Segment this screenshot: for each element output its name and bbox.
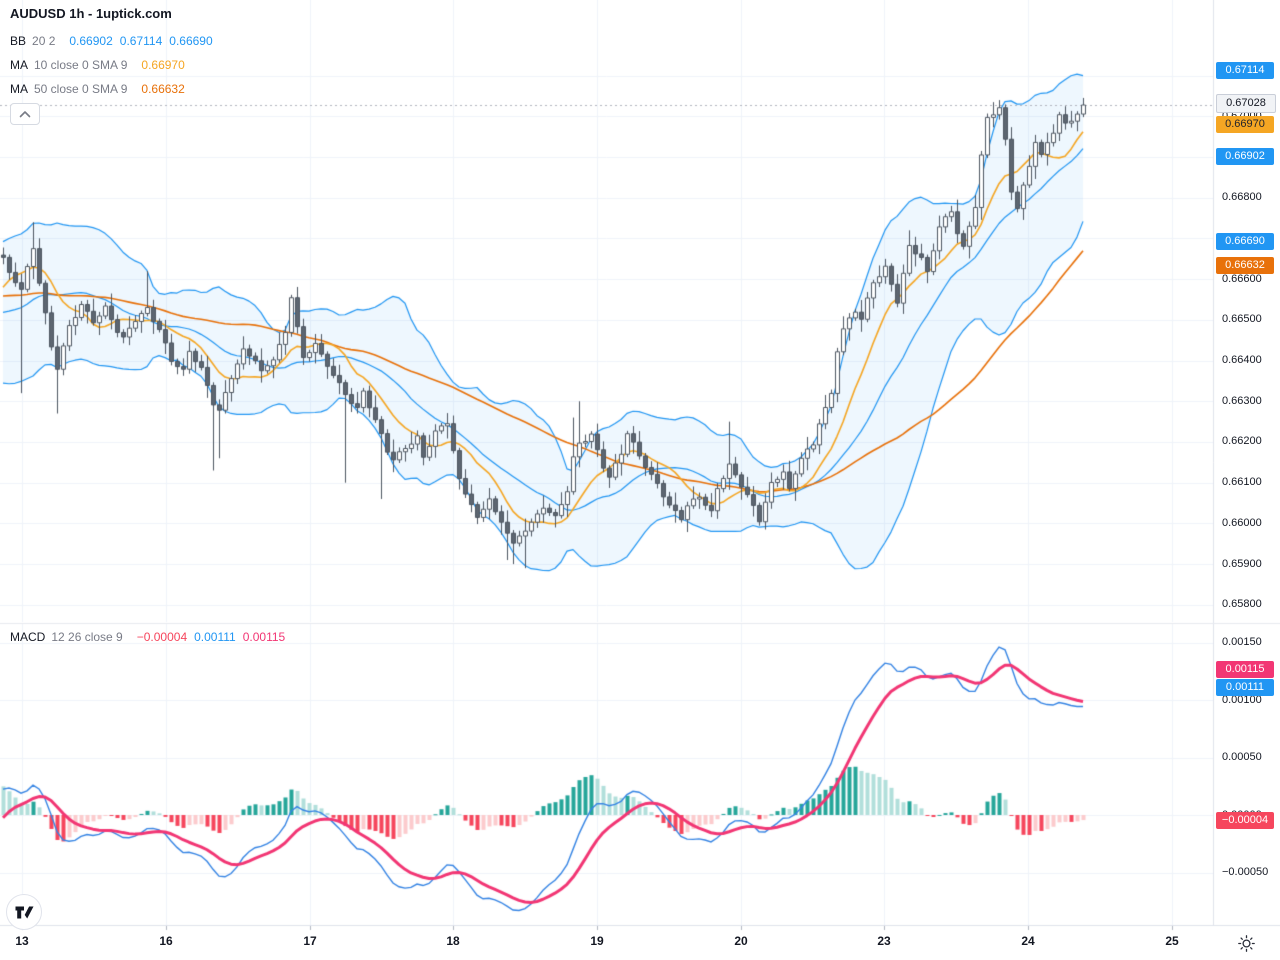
time-axis-label: 23 [877,934,891,948]
ma50-value: 0.66632 [141,82,185,96]
macd-axis-label: 0.00100 [1222,693,1262,706]
price-axis-badge-bb-basis: 0.66902 [1216,147,1274,165]
bb-legend-params: 20 2 [32,34,56,48]
price-axis-label: 0.65800 [1222,598,1262,611]
macd-axis-label: −0.00050 [1222,866,1269,878]
price-axis-label: 0.66600 [1222,272,1262,285]
ma10-legend-params: 10 close 0 SMA 9 [34,58,128,72]
ma50-legend-row[interactable]: MA 50 close 0 SMA 9 0.66632 [10,82,185,96]
macd-axis-badge-macd-hist: −0.00004 [1216,811,1274,829]
macd-signal-value: 0.00115 [242,630,286,644]
bb-upper-value: 0.67114 [119,34,163,48]
tradingview-logo[interactable] [6,894,42,930]
price-axis-badge-bb-upper: 0.67114 [1216,61,1274,79]
macd-pane[interactable] [0,624,1213,925]
price-axis-badge-last-price: 0.67028 [1216,93,1276,113]
ma50-legend-name: MA [10,82,28,96]
time-axis-label: 24 [1021,934,1035,948]
bb-basis-value: 0.66902 [69,34,113,48]
price-axis-label: 0.66000 [1222,516,1262,529]
ma10-legend-row[interactable]: MA 10 close 0 SMA 9 0.66970 [10,58,185,72]
price-axis-label: 0.66100 [1222,476,1262,489]
price-axis-label: 0.65900 [1222,557,1262,570]
macd-line-value: 0.00111 [194,630,236,644]
bb-legend-name: BB [10,34,27,48]
price-axis-badge-ma50: 0.66632 [1216,256,1274,274]
time-axis-label: 16 [159,934,173,948]
price-axis-label: 0.66500 [1222,313,1262,326]
price-axis[interactable] [1214,0,1280,925]
symbol-title[interactable]: AUDUSD 1h - 1uptick.com [10,6,172,21]
price-axis-label: 0.66400 [1222,354,1262,367]
macd-axis-badge-macd-line: 0.00111 [1216,678,1274,696]
price-axis-badge-ma10: 0.66970 [1216,115,1274,133]
time-axis-label: 20 [734,934,748,948]
time-axis-label: 17 [303,934,317,948]
price-axis-label: 0.66200 [1222,435,1262,448]
ma10-legend-name: MA [10,58,28,72]
macd-axis-badge-macd-signal: 0.00115 [1216,660,1274,678]
macd-legend-params: 12 26 close 9 [51,630,123,644]
time-axis-label: 13 [15,934,29,948]
time-axis[interactable] [0,926,1280,960]
time-axis-label: 25 [1165,934,1179,948]
ma50-legend-params: 50 close 0 SMA 9 [34,82,128,96]
macd-legend-name: MACD [10,630,46,644]
macd-axis-label: 0.00050 [1222,751,1262,763]
bb-legend-row[interactable]: BB 20 2 0.66902 0.67114 0.66690 [10,34,213,48]
price-axis-badge-bb-lower: 0.66690 [1216,232,1274,250]
theme-sun-icon[interactable] [1238,935,1255,952]
price-axis-label: 0.66800 [1222,191,1262,204]
tradingview-logo-icon [15,906,33,918]
macd-hist-value: −0.00004 [136,630,188,644]
legend-collapse-button[interactable] [10,103,40,125]
price-axis-label: 0.66300 [1222,394,1262,407]
bb-lower-value: 0.66690 [169,34,213,48]
macd-legend-row[interactable]: MACD 12 26 close 9 −0.00004 0.00111 0.00… [10,630,285,644]
time-axis-label: 18 [446,934,460,948]
ma10-value: 0.66970 [141,58,185,72]
time-axis-label: 19 [590,934,604,948]
macd-axis-label: 0.00150 [1222,636,1262,648]
chevron-up-icon [19,105,31,123]
